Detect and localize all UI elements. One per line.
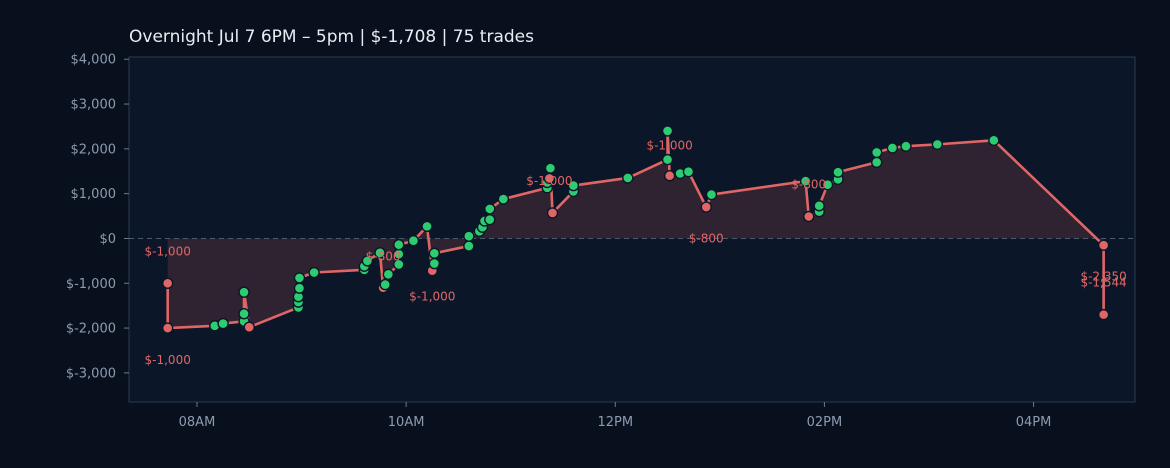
win-trade-point <box>544 162 557 174</box>
win-trade-point <box>567 179 580 192</box>
loss-trade-point <box>546 207 559 219</box>
win-trade-point <box>661 153 674 166</box>
win-trade-point <box>682 166 695 178</box>
pnl-area-fill <box>167 130 1104 329</box>
win-trade-point <box>661 125 674 137</box>
y-tick-label: $4,000 <box>71 53 117 68</box>
axes: $4,000 $3,000 $2,000 $1,000 $0 $-1,000 $-2,000… <box>66 53 1052 430</box>
win-trade-point <box>886 142 899 154</box>
win-trade-point <box>463 240 475 252</box>
win-trade-point <box>484 213 496 226</box>
win-trade-point <box>217 317 229 330</box>
win-trade-point <box>931 138 944 151</box>
loss-trade-point <box>1097 239 1110 251</box>
win-trade-point <box>308 266 320 279</box>
win-trade-point <box>238 308 250 320</box>
x-tick-label: 10AM <box>388 415 425 430</box>
win-trade-point <box>832 166 844 178</box>
win-trade-point <box>238 286 250 298</box>
win-trade-point <box>871 156 883 168</box>
loss-annotation: $-2,350 <box>1080 270 1126 284</box>
y-tick-label: $1,000 <box>71 187 117 202</box>
win-trade-point <box>293 272 306 284</box>
y-tick-label: $-1,000 <box>66 277 116 292</box>
win-trade-point <box>463 230 475 242</box>
loss-trade-point <box>161 277 174 289</box>
loss-trade-point <box>700 201 712 213</box>
loss-annotation: $-1,000 <box>646 138 692 152</box>
pnl-area <box>167 130 1104 329</box>
trade-points <box>161 125 1110 334</box>
loss-annotation: $-1,000 <box>409 290 455 304</box>
win-trade-point <box>428 257 441 270</box>
loss-trade-point <box>1097 308 1110 321</box>
win-trade-point <box>407 235 420 247</box>
win-trade-point <box>374 247 386 259</box>
win-trade-point <box>821 178 834 191</box>
y-tick-label: $2,000 <box>71 142 117 157</box>
loss-annotation: $-800 <box>366 249 401 263</box>
win-trade-point <box>428 247 441 259</box>
win-trade-point <box>421 220 433 233</box>
win-trade-point <box>705 188 718 201</box>
plot-area <box>128 56 1136 403</box>
loss-annotation: $-1,000 <box>145 244 191 258</box>
win-trade-point <box>900 140 912 152</box>
win-trade-point <box>813 200 825 212</box>
win-trade-point <box>484 203 496 215</box>
win-trade-point <box>393 239 405 251</box>
loss-trade-point <box>663 170 676 182</box>
chart-title: Overnight Jul 7 6PM – 5pm | $-1,708 | 75… <box>129 27 534 47</box>
win-trade-point <box>871 146 883 159</box>
x-tick-label: 08AM <box>179 415 216 430</box>
y-tick-label: $0 <box>99 232 116 247</box>
x-tick-label: 12PM <box>597 415 633 430</box>
win-trade-point <box>382 268 395 281</box>
win-trade-point <box>799 175 812 187</box>
win-trade-point <box>988 134 1000 147</box>
y-tick-label: $3,000 <box>71 98 117 113</box>
loss-trade-point <box>803 210 815 223</box>
loss-trade-point <box>161 322 174 334</box>
y-tick-label: $-3,000 <box>66 366 116 381</box>
x-tick-label: 02PM <box>807 415 843 430</box>
loss-annotation: $-1,000 <box>145 353 191 367</box>
loss-annotation: $-800 <box>689 231 724 245</box>
loss-annotation: $-1,544 <box>1080 275 1126 289</box>
y-tick-label: $-2,000 <box>66 322 116 337</box>
x-tick-label: 04PM <box>1016 415 1052 430</box>
loss-trade-point <box>243 321 255 333</box>
win-trade-point <box>622 172 634 184</box>
win-trade-point <box>293 282 306 294</box>
loss-annotations: $-1,000 $-1,000 $-800 $-1,000 $-1,000 $-1,000… <box>145 138 1127 367</box>
loss-annotation: $-1,000 <box>526 174 572 188</box>
loss-annotation: $-800 <box>791 178 826 192</box>
win-trade-point <box>379 278 391 291</box>
win-trade-point <box>361 255 374 267</box>
win-trade-point <box>497 193 510 205</box>
